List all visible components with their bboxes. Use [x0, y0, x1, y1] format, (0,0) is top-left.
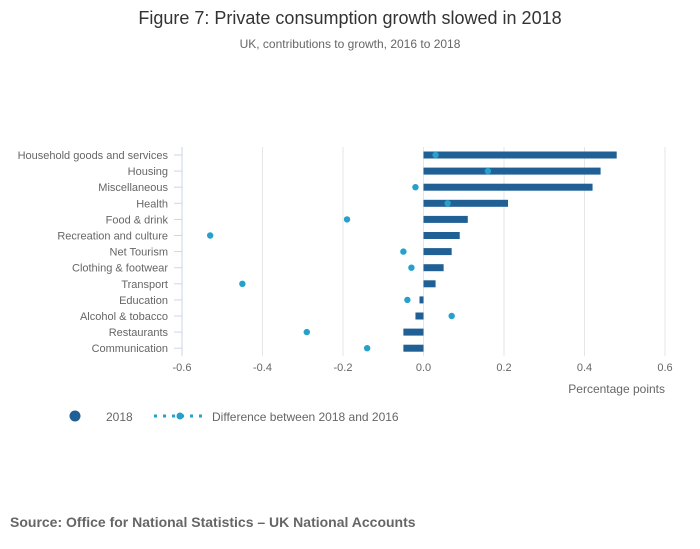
bar-2018: [419, 296, 424, 304]
bar-2018: [423, 151, 617, 159]
x-tick-label: 0.0: [416, 362, 431, 374]
category-label: Net Tourism: [110, 247, 168, 259]
bar-2018: [403, 328, 424, 336]
category-label: Alcohol & tobacco: [80, 311, 168, 323]
bar-2018: [423, 215, 468, 223]
difference-point: [400, 248, 407, 255]
difference-point: [444, 200, 451, 207]
difference-point: [206, 232, 214, 239]
legend-marker-difference: [176, 412, 184, 420]
bar-2018: [415, 312, 424, 320]
bar-2018: [423, 167, 601, 175]
category-label: Clothing & footwear: [72, 263, 168, 275]
chart-subtitle: UK, contributions to growth, 2016 to 201…: [239, 37, 461, 51]
bar-2018: [423, 232, 460, 239]
source-note: Source: Office for National Statistics –…: [10, 514, 416, 530]
bar-2018: [423, 264, 444, 272]
x-tick-label: 0.2: [496, 362, 511, 374]
difference-point: [412, 184, 419, 191]
category-label: Recreation and culture: [57, 231, 168, 243]
legend-label-2018: 2018: [106, 410, 133, 424]
difference-point: [363, 345, 371, 352]
difference-point: [432, 151, 439, 159]
x-axis-label: Percentage points: [568, 382, 665, 396]
difference-point: [404, 296, 411, 304]
category-label: Education: [119, 295, 168, 307]
difference-point: [343, 216, 351, 223]
legend-label-difference: Difference between 2018 and 2016: [212, 410, 399, 424]
bar-2018: [423, 248, 452, 256]
bar-2018: [403, 344, 424, 352]
x-tick-label: 0.6: [657, 362, 672, 374]
x-tick-label: -0.2: [334, 362, 353, 374]
difference-point: [448, 312, 455, 320]
category-label: Communication: [92, 343, 168, 355]
bar-2018: [423, 199, 509, 207]
category-label: Housing: [128, 166, 168, 178]
difference-point: [484, 167, 492, 175]
category-label: Health: [136, 198, 168, 210]
x-tick-label: -0.4: [253, 362, 272, 374]
difference-point: [303, 328, 310, 336]
category-label: Transport: [121, 279, 168, 291]
difference-point: [408, 264, 415, 271]
category-label: Food & drink: [106, 214, 169, 226]
bar-2018: [423, 183, 593, 191]
category-label: Miscellaneous: [98, 182, 168, 194]
chart-title: Figure 7: Private consumption growth slo…: [138, 8, 562, 28]
category-label: Household goods and services: [18, 150, 169, 162]
x-tick-label: -0.6: [173, 362, 192, 374]
category-label: Restaurants: [109, 327, 169, 339]
x-tick-label: 0.4: [577, 362, 592, 374]
difference-point: [239, 280, 246, 287]
bar-2018: [423, 280, 436, 288]
legend-marker-2018: [69, 410, 81, 422]
